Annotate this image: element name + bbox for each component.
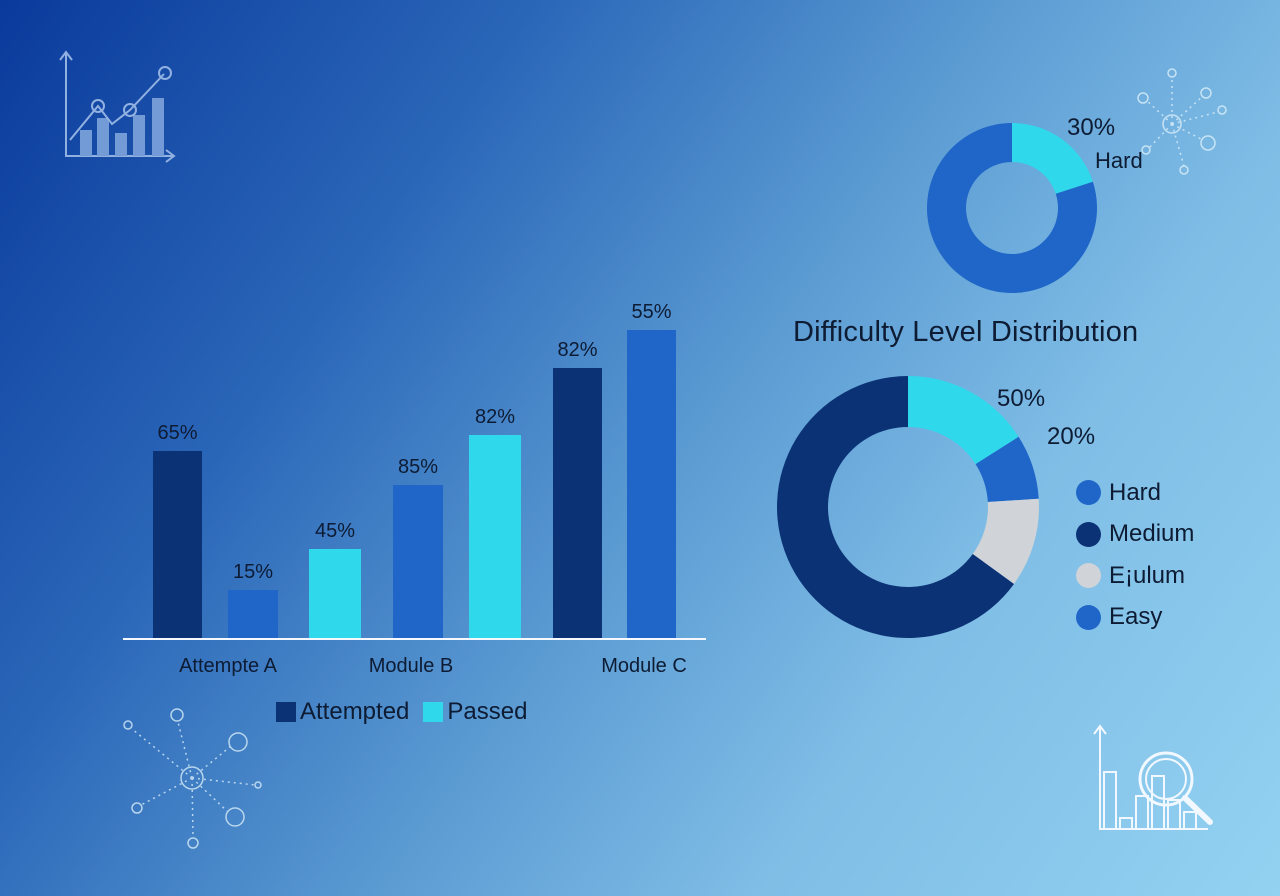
donut-slice [1012,123,1093,194]
legend-item-medium: Medium [1076,514,1194,556]
bar-value-label: 65% [157,422,197,444]
legend-label: Easy [1109,603,1163,631]
x-tick-label: Module B [369,655,454,677]
bar [553,368,602,638]
donut-large-percent-label: 50% [997,385,1045,412]
x-axis-ticks: Attempte A Module B Module C [179,655,687,677]
bar [309,549,361,638]
legend-item-passed: Passed [423,698,527,726]
legend-dot [1076,604,1101,630]
legend-label: Passed [447,698,528,725]
donut-small-category-label: Hard [1095,148,1143,173]
bar-value-label: 82% [557,339,597,361]
magnifier-bar-chart-icon [1093,724,1213,830]
legend-item-easy: Easy [1076,597,1194,639]
bar [627,330,676,638]
legend-dot [1076,521,1101,547]
bar [153,451,202,638]
network-nodes-icon [1137,68,1227,175]
bar-chart: 65% 15% 45% 85% 82% 82% 55% [153,301,676,638]
donut-legend: Hard Medium E¡ulum Easy [1076,472,1194,638]
legend-swatch-passed [423,702,444,722]
bar-value-label: 45% [315,520,355,542]
network-nodes-icon [123,708,262,849]
bar [469,435,521,638]
bar-value-label: 55% [631,301,671,323]
donut-slice [926,123,1097,293]
donut-slice [975,436,1039,502]
legend-label: Medium [1109,520,1195,548]
legend-label: Hard [1109,478,1162,506]
legend-item-attempted: Attempted [276,698,409,726]
donut-chart-small [926,123,1097,293]
legend-swatch-attempted [276,702,296,722]
donut-chart-title: Difficulty Level Distribution [793,316,1139,348]
bar-value-label: 82% [475,406,515,428]
donut-slice [908,376,1019,465]
bar-chart-legend: Attempted Passed [276,698,541,726]
donut-small-percent-label: 30% [1067,114,1115,141]
bar [393,485,443,638]
bar-value-label: 15% [233,561,273,583]
bar-value-label: 85% [398,456,438,478]
donut-slice [972,498,1039,584]
donut-large-percent-label: 20% [1047,423,1095,450]
legend-dot [1076,480,1101,506]
legend-label: E¡ulum [1109,561,1186,589]
x-tick-label: Attempte A [179,655,277,677]
legend-label: Attempted [300,698,410,725]
legend-item-hard: Hard [1076,472,1194,514]
x-tick-label: Module C [601,655,687,677]
donut-chart-large [776,375,1039,638]
legend-dot [1076,563,1101,589]
donut-slice [776,375,1014,638]
legend-item-3: E¡ulum [1076,555,1194,597]
line-bar-chart-icon [59,50,176,163]
bar [228,590,278,638]
